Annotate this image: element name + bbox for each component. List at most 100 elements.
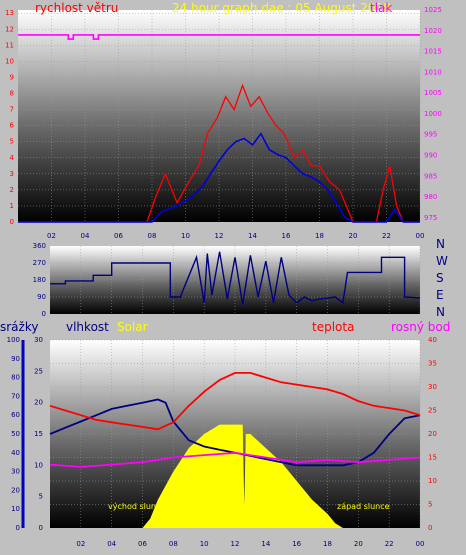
precip-tick: 0 — [16, 524, 20, 532]
precip-tick: 100 — [7, 336, 20, 344]
precip-tick: 80 — [11, 374, 20, 382]
time-tick: 00 — [416, 232, 425, 240]
time-tick: 02 — [76, 540, 85, 548]
temperature-tick: 20 — [428, 430, 437, 438]
humidity-tick: 15 — [34, 430, 43, 438]
temperature-tick: 25 — [428, 407, 437, 415]
pressure-tick: 985 — [424, 172, 437, 180]
compass-label: S — [436, 271, 444, 285]
pressure-tick: 980 — [424, 193, 437, 201]
time-tick: 12 — [215, 232, 224, 240]
precip-label: srážky — [0, 320, 38, 334]
pressure-tick: 995 — [424, 131, 437, 139]
time-tick: 22 — [382, 232, 391, 240]
chart-title: 24 hour graph dae : 05 August 2018 — [172, 1, 391, 15]
direction-degree-tick: 0 — [42, 310, 46, 318]
precip-tick: 10 — [11, 505, 20, 513]
compass-label: N — [436, 237, 445, 251]
temperature-tick: 30 — [428, 383, 437, 391]
temperature-tick: 0 — [428, 524, 432, 532]
series-tlak — [18, 34, 420, 40]
direction-degree-tick: 360 — [33, 242, 46, 250]
wind-speed-tick: 9 — [10, 73, 14, 81]
wind-speed-tick: 10 — [5, 57, 14, 65]
wind-speed-tick: 5 — [10, 138, 14, 146]
pressure-tick: 1020 — [424, 27, 442, 35]
wind-speed-tick: 12 — [5, 25, 14, 33]
dewpoint-label: rosný bod — [391, 320, 450, 334]
humidity-tick: 5 — [39, 493, 43, 501]
temperature-tick: 15 — [428, 454, 437, 462]
precip-tick: 50 — [11, 430, 20, 438]
compass-label: E — [436, 288, 444, 302]
pressure-tick: 1010 — [424, 68, 442, 76]
compass-label: W — [436, 254, 448, 268]
temperature-tick: 40 — [428, 336, 437, 344]
time-tick: 16 — [282, 232, 291, 240]
time-tick: 18 — [323, 540, 332, 548]
time-tick: 10 — [200, 540, 209, 548]
compass-label: N — [436, 305, 445, 319]
humidity-tick: 30 — [34, 336, 43, 344]
time-tick: 00 — [416, 540, 425, 548]
time-tick: 14 — [248, 232, 257, 240]
wind-speed-tick: 1 — [10, 202, 14, 210]
time-tick: 22 — [385, 540, 394, 548]
wind-speed-tick: 7 — [10, 106, 14, 114]
direction-degree-tick: 90 — [37, 293, 46, 301]
time-tick: 18 — [315, 232, 324, 240]
series-solar — [142, 424, 343, 528]
pressure-tick: 1000 — [424, 110, 442, 118]
wind-speed-tick: 4 — [10, 154, 15, 162]
temperature-tick: 10 — [428, 477, 437, 485]
series-rosny_bod — [49, 451, 421, 468]
wind-speed-tick: 3 — [10, 170, 14, 178]
time-tick: 06 — [138, 540, 147, 548]
pressure-tick: 990 — [424, 151, 437, 159]
direction-degree-tick: 180 — [33, 276, 46, 284]
temperature-label: teplota — [312, 320, 354, 334]
time-tick: 16 — [292, 540, 301, 548]
precip-tick: 40 — [11, 449, 20, 457]
wind-speed-tick: 2 — [10, 186, 14, 194]
time-tick: 04 — [81, 232, 90, 240]
precip-tick: 20 — [11, 486, 20, 494]
humidity-tick: 10 — [34, 461, 43, 469]
solar-label: Solar — [117, 320, 148, 334]
temperature-tick: 5 — [428, 501, 432, 509]
wind-speed-axis-title: rychlost větru — [35, 1, 118, 15]
precip-tick: 70 — [11, 392, 20, 400]
time-tick: 20 — [354, 540, 363, 548]
time-tick: 14 — [261, 540, 270, 548]
pressure-tick: 1005 — [424, 89, 442, 97]
time-tick: 12 — [231, 540, 240, 548]
pressure-tick: 1015 — [424, 48, 442, 56]
sunset-annotation: západ slunce — [337, 502, 390, 511]
sunrise-annotation: východ slunce — [108, 502, 165, 511]
direction-degree-tick: 270 — [33, 259, 46, 267]
precip-tick: 60 — [11, 411, 20, 419]
precip-tick: 30 — [11, 468, 20, 476]
series-teplota — [49, 372, 421, 431]
wind-speed-tick: 11 — [5, 41, 14, 49]
time-tick: 08 — [148, 232, 157, 240]
wind-speed-tick: 13 — [5, 9, 14, 17]
time-tick: 08 — [169, 540, 178, 548]
wind-speed-tick: 6 — [10, 122, 15, 130]
time-tick: 02 — [47, 232, 56, 240]
pressure-tick: 1025 — [424, 6, 442, 14]
humidity-tick: 25 — [34, 367, 43, 375]
pressure-tick: 975 — [424, 214, 437, 222]
time-tick: 04 — [107, 540, 116, 548]
wind-speed-tick: 8 — [10, 90, 14, 98]
wind-speed-tick: 0 — [10, 218, 14, 226]
time-tick: 06 — [114, 232, 123, 240]
series-wind_avg — [18, 132, 420, 223]
precip-tick: 90 — [11, 355, 20, 363]
time-tick: 10 — [181, 232, 190, 240]
humidity-tick: 0 — [39, 524, 43, 532]
